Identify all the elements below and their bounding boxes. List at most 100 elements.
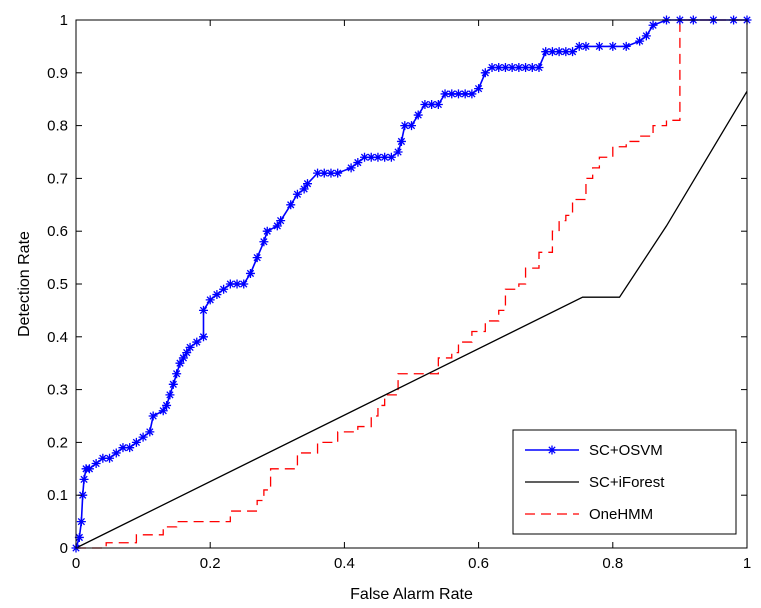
x-tick-label: 0 <box>72 555 80 572</box>
data-point-sc-osvm <box>373 152 383 162</box>
data-point-sc-osvm <box>292 189 302 199</box>
data-point-sc-osvm <box>547 47 557 57</box>
data-point-sc-osvm <box>192 337 202 347</box>
data-point-sc-osvm <box>527 63 537 73</box>
x-tick-label: 0.6 <box>468 555 489 572</box>
data-point-sc-osvm <box>635 36 645 46</box>
legend-entry-onehmm: OneHMM <box>525 506 653 523</box>
data-point-sc-osvm <box>178 353 188 363</box>
data-point-sc-osvm <box>182 348 192 358</box>
legend-entry-sc-iforest: SC+iForest <box>525 474 665 491</box>
data-point-sc-osvm <box>353 158 363 168</box>
data-point-sc-osvm <box>198 305 208 315</box>
data-point-sc-osvm <box>145 427 155 437</box>
y-axis-label: Detection Rate <box>16 231 33 337</box>
data-point-sc-osvm <box>205 295 215 305</box>
data-point-sc-osvm <box>494 63 504 73</box>
data-point-sc-osvm <box>360 152 370 162</box>
data-point-sc-osvm <box>460 89 470 99</box>
data-point-sc-osvm <box>608 41 618 51</box>
data-point-sc-osvm <box>262 226 272 236</box>
data-point-sc-osvm <box>480 68 490 78</box>
data-point-sc-osvm <box>138 432 148 442</box>
data-point-sc-osvm <box>521 63 531 73</box>
data-point-sc-osvm <box>165 390 175 400</box>
data-point-sc-osvm <box>447 89 457 99</box>
data-point-sc-osvm <box>276 216 286 226</box>
data-point-sc-osvm <box>74 532 84 542</box>
series-markers-sc-osvm <box>71 15 752 553</box>
y-tick-label: 0.1 <box>47 487 68 504</box>
data-point-sc-osvm <box>319 168 329 178</box>
data-point-sc-osvm <box>346 163 356 173</box>
y-tick-label: 0.3 <box>47 382 68 399</box>
data-point-sc-osvm <box>225 279 235 289</box>
data-point-sc-osvm <box>440 89 450 99</box>
data-point-sc-osvm <box>84 464 94 474</box>
data-point-sc-osvm <box>474 84 484 94</box>
data-point-sc-osvm <box>594 41 604 51</box>
data-point-sc-osvm <box>212 290 222 300</box>
data-point-sc-osvm <box>259 237 269 247</box>
x-tick-label: 0.8 <box>602 555 623 572</box>
data-point-sc-osvm <box>76 517 86 527</box>
data-point-sc-osvm <box>245 268 255 278</box>
data-point-sc-osvm <box>185 342 195 352</box>
legend-label-sc-osvm: SC+OSVM <box>589 442 663 459</box>
series-line-onehmm <box>76 19 747 549</box>
x-tick-label: 1 <box>743 555 751 572</box>
legend-marker-sc-osvm <box>547 445 557 455</box>
data-point-sc-osvm <box>118 443 128 453</box>
data-point-sc-osvm <box>487 63 497 73</box>
data-point-sc-osvm <box>400 121 410 131</box>
data-point-sc-osvm <box>648 20 658 30</box>
data-point-sc-osvm <box>380 152 390 162</box>
data-point-sc-osvm <box>131 437 141 447</box>
x-tick-label: 0.4 <box>334 555 355 572</box>
data-point-sc-osvm <box>641 31 651 41</box>
data-point-sc-osvm <box>333 168 343 178</box>
data-point-sc-osvm <box>219 284 229 294</box>
data-point-sc-osvm <box>299 184 309 194</box>
data-point-sc-osvm <box>574 41 584 51</box>
data-point-sc-osvm <box>561 47 571 57</box>
legend-label-onehmm: OneHMM <box>589 506 653 523</box>
legend-entry-sc-osvm: SC+OSVM <box>525 442 663 459</box>
data-point-sc-osvm <box>621 41 631 51</box>
data-point-sc-osvm <box>158 406 168 416</box>
data-point-sc-osvm <box>393 147 403 157</box>
series-line-sc-iforest <box>75 90 748 549</box>
data-point-sc-osvm <box>252 253 262 263</box>
data-point-sc-osvm <box>302 179 312 189</box>
data-point-sc-osvm <box>507 63 517 73</box>
y-tick-label: 0.4 <box>47 329 68 346</box>
data-point-sc-osvm <box>500 63 510 73</box>
data-point-sc-osvm <box>313 168 323 178</box>
data-point-sc-osvm <box>568 47 578 57</box>
data-point-sc-osvm <box>105 453 115 463</box>
data-point-sc-osvm <box>175 358 185 368</box>
legend-label-sc-iforest: SC+iForest <box>589 474 665 491</box>
data-point-sc-osvm <box>125 443 135 453</box>
y-tick-label: 0.9 <box>47 65 68 82</box>
axes: 0 0.2 0.4 0.6 0.8 1 0 0.1 0.2 0.3 0.4 0.5 0.6 0.7 0.8 0… <box>16 12 751 603</box>
y-tick-label: 0.2 <box>47 434 68 451</box>
data-point-sc-osvm <box>366 152 376 162</box>
data-point-sc-osvm <box>427 99 437 109</box>
data-point-sc-osvm <box>98 453 108 463</box>
data-point-sc-osvm <box>534 63 544 73</box>
data-point-sc-osvm <box>232 279 242 289</box>
data-point-sc-osvm <box>286 200 296 210</box>
plot-area <box>71 15 752 553</box>
data-point-sc-osvm <box>111 448 121 458</box>
data-point-sc-osvm <box>172 369 182 379</box>
data-point-sc-osvm <box>467 89 477 99</box>
y-tick-label: 0.7 <box>47 170 68 187</box>
data-point-sc-osvm <box>91 459 101 469</box>
data-point-sc-osvm <box>407 121 416 131</box>
data-point-sc-osvm <box>79 474 89 484</box>
data-point-sc-osvm <box>396 136 406 146</box>
data-point-sc-osvm <box>420 99 430 109</box>
data-point-sc-osvm <box>168 379 178 389</box>
data-point-sc-osvm <box>162 400 172 410</box>
